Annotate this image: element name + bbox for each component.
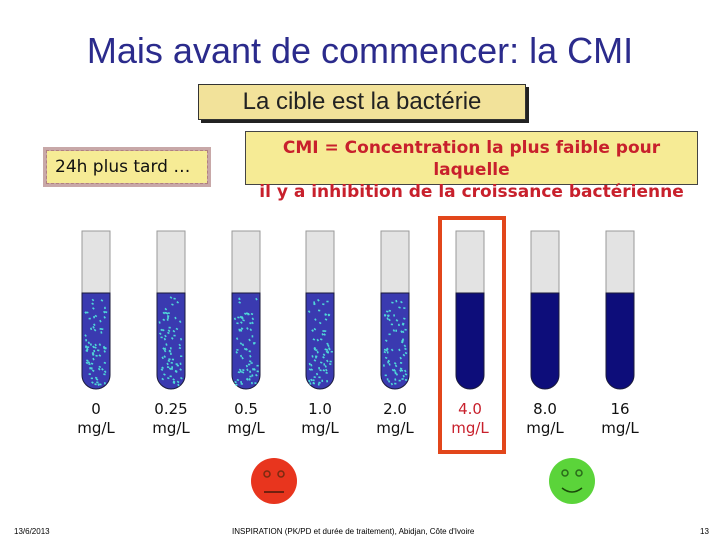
concentration-unit: mg/L bbox=[77, 419, 115, 437]
concentration-unit: mg/L bbox=[227, 419, 265, 437]
concentration-unit: mg/L bbox=[601, 419, 639, 437]
concentration-unit: mg/L bbox=[526, 419, 564, 437]
subtitle-box: La cible est la bactérie bbox=[198, 84, 526, 120]
happy-face-icon bbox=[548, 457, 596, 505]
tube-concentration-label: 2.0 mg/L bbox=[360, 400, 430, 438]
concentration-value: 0 bbox=[91, 400, 101, 418]
tube-concentration-label: 0 mg/L bbox=[61, 400, 131, 438]
concentration-value: 4.0 bbox=[458, 400, 482, 418]
concentration-value: 8.0 bbox=[533, 400, 557, 418]
slide-title: Mais avant de commencer: la CMI bbox=[86, 30, 634, 71]
test-tube bbox=[455, 230, 485, 390]
test-tube bbox=[305, 230, 335, 390]
tube-concentration-label: 8.0 mg/L bbox=[510, 400, 580, 438]
later-note-box: 24h plus tard … bbox=[43, 147, 211, 187]
definition-line-2: il y a inhibition de la croissance bacté… bbox=[259, 182, 684, 202]
concentration-unit: mg/L bbox=[301, 419, 339, 437]
test-tube bbox=[530, 230, 560, 390]
tube-concentration-label: 4.0 mg/L bbox=[435, 400, 505, 438]
test-tube bbox=[605, 230, 635, 390]
concentration-unit: mg/L bbox=[451, 419, 489, 437]
concentration-value: 16 bbox=[610, 400, 630, 418]
concentration-unit: mg/L bbox=[376, 419, 414, 437]
footer-source: INSPIRATION (PK/PD et durée de traitemen… bbox=[232, 527, 475, 536]
tube-concentration-label: 1.0 mg/L bbox=[285, 400, 355, 438]
concentration-value: 0.25 bbox=[154, 400, 188, 418]
sad-face-icon bbox=[250, 457, 298, 505]
footer-date: 13/6/2013 bbox=[14, 527, 50, 536]
test-tube bbox=[380, 230, 410, 390]
concentration-unit: mg/L bbox=[152, 419, 190, 437]
test-tube bbox=[231, 230, 261, 390]
concentration-value: 0.5 bbox=[234, 400, 258, 418]
tube-concentration-label: 0.25 mg/L bbox=[136, 400, 206, 438]
test-tube bbox=[156, 230, 186, 390]
definition-line-1: CMI = Concentration la plus faible pour … bbox=[282, 138, 661, 180]
concentration-value: 2.0 bbox=[383, 400, 407, 418]
definition-box: CMI = Concentration la plus faible pour … bbox=[245, 131, 698, 202]
mic-highlight-frame bbox=[438, 216, 506, 454]
test-tube bbox=[81, 230, 111, 390]
footer-page-number: 13 bbox=[700, 527, 709, 536]
tube-concentration-label: 16 mg/L bbox=[585, 400, 655, 438]
tube-concentration-label: 0.5 mg/L bbox=[211, 400, 281, 438]
concentration-value: 1.0 bbox=[308, 400, 332, 418]
